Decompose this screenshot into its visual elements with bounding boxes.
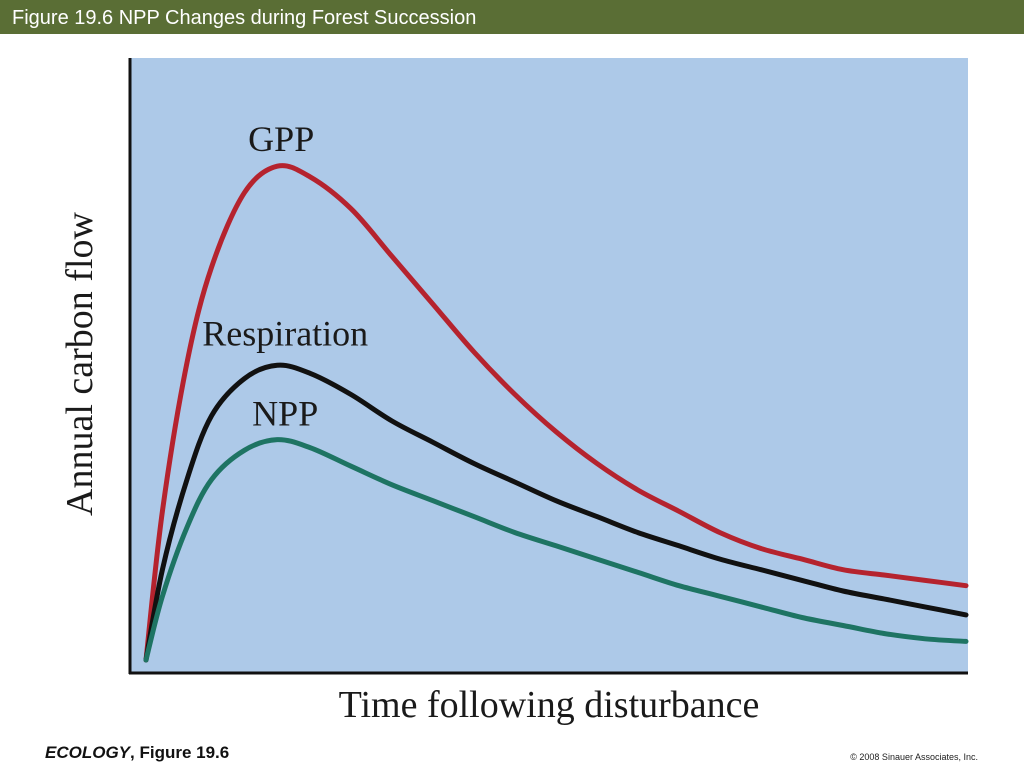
series-line-respiration — [143, 362, 969, 663]
series-layer — [143, 163, 969, 663]
series-line-gpp — [143, 163, 969, 663]
series-line-npp — [143, 437, 969, 663]
title-bar: Figure 19.6 NPP Changes during Forest Su… — [0, 0, 1024, 34]
book-title: ECOLOGY — [45, 743, 131, 762]
y-axis-label: Annual carbon flow — [59, 212, 101, 516]
x-axis-label: Time following disturbance — [338, 684, 760, 726]
series-label-respiration: Respiration — [202, 313, 368, 353]
series-label-npp: NPP — [252, 394, 318, 434]
series-label-layer: GPP Respiration NPP — [202, 119, 368, 433]
copyright-notice: © 2008 Sinauer Associates, Inc. — [850, 752, 978, 762]
slide-title: Figure 19.6 NPP Changes during Forest Su… — [12, 7, 477, 29]
figure-reference: , Figure 19.6 — [130, 743, 230, 762]
series-label-gpp: GPP — [248, 119, 314, 159]
figure-source: ECOLOGY, Figure 19.6 — [45, 743, 229, 763]
carbon-flow-chart: GPP Respiration NPP — [128, 58, 969, 675]
